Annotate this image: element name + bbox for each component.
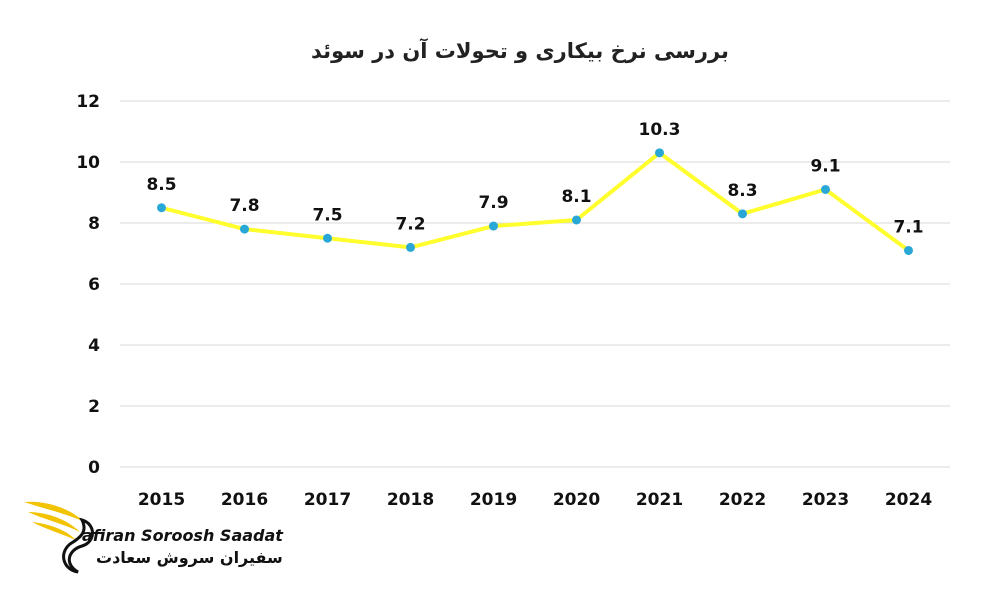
y-axis-ticks: 0 2 4 6 8 10 12	[76, 92, 100, 478]
data-label: 8.3	[727, 181, 757, 201]
data-label: 7.5	[312, 205, 342, 225]
wing-logo-icon	[24, 501, 94, 574]
series-points	[157, 148, 913, 255]
y-tick-label: 2	[88, 397, 100, 417]
data-point	[157, 203, 166, 213]
x-tick-label: 2015	[138, 490, 185, 510]
data-label: 7.8	[229, 196, 259, 216]
brand-logo: afiran Soroosh Saadat سفیران سروش سعادت	[20, 490, 300, 585]
series-line	[161, 150, 910, 253]
gridlines	[120, 100, 950, 468]
data-point	[572, 215, 581, 225]
x-tick-label: 2022	[719, 490, 766, 510]
x-tick-label: 2024	[885, 490, 932, 510]
data-point	[323, 233, 332, 243]
x-axis-ticks: 2015 2016 2017 2018 2019 2020 2021 2022 2023 2024	[138, 490, 932, 510]
data-point	[904, 245, 913, 255]
y-tick-label: 6	[88, 275, 100, 295]
y-tick-label: 4	[88, 336, 100, 356]
data-point	[489, 221, 498, 231]
data-label: 7.2	[395, 214, 425, 234]
data-label: 9.1	[810, 156, 840, 176]
x-tick-label: 2021	[636, 490, 683, 510]
data-point	[821, 184, 830, 194]
data-label: 7.9	[478, 193, 508, 213]
x-tick-label: 2019	[470, 490, 517, 510]
data-point	[406, 242, 415, 252]
data-point	[655, 148, 664, 158]
data-label: 8.1	[561, 187, 591, 207]
data-labels: 8.5 7.8 7.5 7.2 7.9 8.1 10.3 8.3 9.1 7.1	[146, 120, 923, 238]
x-tick-label: 2020	[553, 490, 600, 510]
logo-text-persian: سفیران سروش سعادت	[96, 548, 283, 567]
x-tick-label: 2018	[387, 490, 434, 510]
y-tick-label: 12	[76, 92, 100, 112]
x-tick-label: 2016	[221, 490, 268, 510]
data-label: 10.3	[639, 120, 681, 140]
data-label: 8.5	[146, 175, 176, 195]
y-tick-label: 10	[76, 153, 100, 173]
x-tick-label: 2017	[304, 490, 351, 510]
y-tick-label: 0	[88, 458, 100, 478]
data-point	[738, 209, 747, 219]
y-tick-label: 8	[88, 214, 100, 234]
data-point	[240, 224, 249, 234]
chart-title: بررسی نرخ بیکاری و تحولات آن در سوئد	[311, 38, 729, 63]
series-line-path	[161, 150, 910, 253]
data-label: 7.1	[893, 217, 923, 237]
x-tick-label: 2023	[802, 490, 849, 510]
logo-text-english: afiran Soroosh Saadat	[82, 526, 283, 545]
